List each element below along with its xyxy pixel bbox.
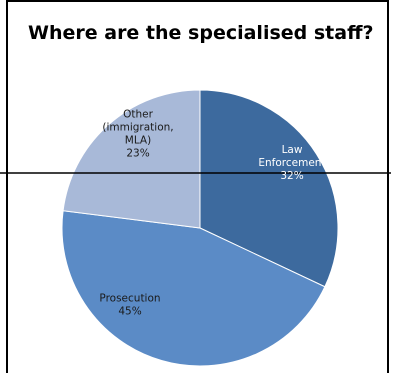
slice-name-label: Prosecution xyxy=(99,293,160,305)
chart-frame xyxy=(6,0,389,373)
slice-label-1: Law Enforcement 32% xyxy=(258,144,325,182)
slice-label-2: Prosecution 45% xyxy=(99,293,160,318)
slice-name-label: Law xyxy=(282,144,303,156)
slice-label-3: Other (immigration, MLA) 23% xyxy=(102,109,173,160)
slice-name-label: Other xyxy=(123,109,153,121)
slice-name-label: Enforcement xyxy=(258,157,325,169)
slice-name-label: MLA) xyxy=(125,135,151,147)
pie-slice-1 xyxy=(199,89,339,288)
slice-name-label: (immigration, xyxy=(102,122,173,134)
chart-title: Where are the specialised staff? xyxy=(28,22,374,44)
slice-percent-label: 32% xyxy=(280,170,303,182)
slice-percent-label: 45% xyxy=(118,306,141,318)
slice-percent-label: 23% xyxy=(126,148,149,160)
pie-slice-3 xyxy=(62,89,201,229)
pie-slice-2 xyxy=(61,210,326,367)
